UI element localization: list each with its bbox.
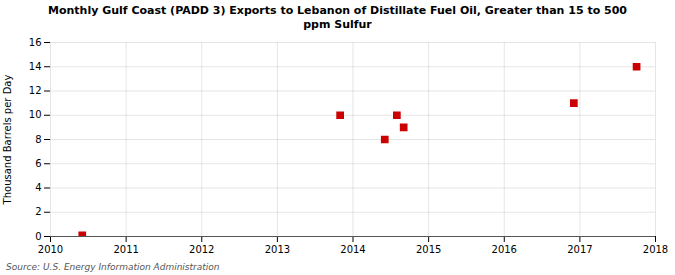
svg-text:2010: 2010 xyxy=(38,244,63,255)
svg-text:2014: 2014 xyxy=(340,244,365,255)
svg-text:Thousand Barrels per Day: Thousand Barrels per Day xyxy=(2,75,13,206)
svg-text:2015: 2015 xyxy=(416,244,441,255)
svg-text:2: 2 xyxy=(35,206,41,217)
svg-text:16: 16 xyxy=(29,37,42,48)
svg-text:6: 6 xyxy=(35,158,41,169)
svg-text:0: 0 xyxy=(35,231,41,242)
svg-text:2016: 2016 xyxy=(492,244,517,255)
svg-text:10: 10 xyxy=(29,109,42,120)
svg-text:2017: 2017 xyxy=(567,244,592,255)
svg-text:4: 4 xyxy=(35,182,41,193)
svg-text:2018: 2018 xyxy=(643,244,668,255)
svg-text:2012: 2012 xyxy=(189,244,214,255)
svg-text:12: 12 xyxy=(29,85,42,96)
svg-text:2011: 2011 xyxy=(113,244,138,255)
svg-text:8: 8 xyxy=(35,134,41,145)
html-text:Source: U.S. Energy Informatio: Source: U.S. Energy Information Administ… xyxy=(6,262,220,272)
html-text:Monthly Gulf Coast (PADD 3) Ex: Monthly Gulf Coast (PADD 3) Exports to L… xyxy=(48,4,627,31)
svg-text:14: 14 xyxy=(29,61,42,72)
svg-text:2013: 2013 xyxy=(265,244,290,255)
